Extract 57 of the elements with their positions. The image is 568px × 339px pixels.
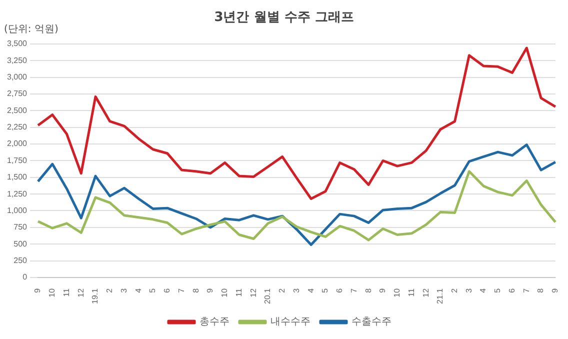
y-tick-label: 1,000	[6, 206, 28, 215]
x-tick-label: 9	[33, 288, 42, 293]
x-tick-label: 20.1	[263, 288, 272, 304]
y-tick-label: 750	[14, 222, 28, 232]
text: (단위: 억원)	[4, 23, 58, 36]
x-tick-label: 12	[248, 288, 258, 298]
x-tick-label: 11	[234, 288, 244, 297]
y-tick-label: 2,000	[6, 139, 28, 148]
x-tick-label: 9	[206, 288, 215, 293]
x-tick-label: 8	[191, 288, 200, 293]
x-tick-label: 5	[320, 288, 330, 293]
x-tick-label: 9	[378, 288, 388, 293]
x-tick-label: 19.1	[90, 288, 100, 304]
x-tick-label: 21.1	[436, 288, 445, 304]
y-tick-label: 2,500	[6, 106, 28, 115]
x-tick-label: 8	[364, 288, 373, 293]
x-tick-label: 11	[62, 288, 71, 297]
x-tick-label: 10	[392, 288, 402, 298]
y-tick-label: 500	[14, 239, 28, 248]
x-tick-label: 10	[48, 288, 57, 298]
y-tick-label: 1,750	[6, 156, 28, 165]
y-tick-label: 3,000	[6, 72, 28, 82]
y-tick-label: 3,250	[6, 56, 28, 65]
legend-label: 수출수주	[352, 316, 392, 328]
y-tick-label: 1,500	[6, 172, 28, 182]
x-tick-label: 5	[148, 288, 158, 293]
x-tick-label: 3	[464, 288, 474, 293]
y-tick-label: 1,250	[6, 189, 28, 198]
x-tick-label: 4	[306, 288, 316, 293]
x-tick-label: 7	[522, 288, 531, 293]
x-tick-label: 10	[220, 288, 230, 298]
x-tick-label: 2	[105, 288, 114, 293]
y-tick-label: 2,750	[6, 89, 28, 98]
x-tick-label: 3	[292, 288, 301, 293]
x-tick-label: 7	[176, 288, 186, 293]
y-tick-label: 3,500	[6, 39, 28, 48]
legend-label: 총수주	[200, 316, 230, 328]
legend-label: 내수수주	[270, 316, 310, 328]
x-tick-label: 11	[406, 288, 416, 297]
x-tick-label: 9	[550, 288, 560, 293]
y-tick-label: 0	[22, 272, 28, 282]
x-tick-label: 2	[278, 288, 287, 293]
x-tick-label: 7	[349, 288, 358, 293]
y-tick-label: 250	[14, 256, 28, 265]
x-tick-label: 6	[335, 288, 344, 293]
x-tick-label: 6	[162, 288, 172, 293]
x-tick-label: 4	[478, 288, 488, 293]
x-tick-label: 4	[134, 288, 143, 293]
x-tick-label: 8	[536, 288, 546, 293]
x-tick-label: 6	[507, 288, 516, 293]
x-tick-label: 3	[119, 288, 128, 293]
chart-title: 3년간 월별 수주 그래프	[214, 10, 354, 25]
x-tick-label: 12	[76, 288, 86, 298]
x-tick-label: 5	[493, 288, 502, 293]
x-tick-label: 12	[421, 288, 430, 298]
x-tick-label: 2	[450, 288, 459, 293]
y-tick-label: 2,250	[6, 122, 28, 132]
